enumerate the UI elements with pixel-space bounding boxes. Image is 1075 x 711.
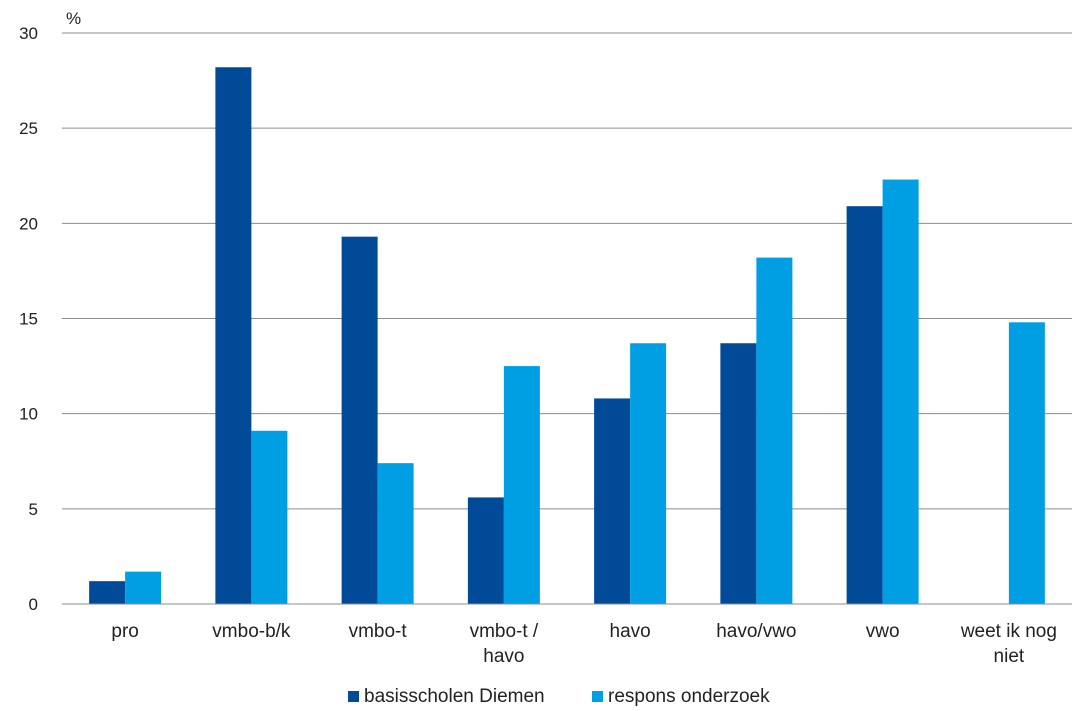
bar	[756, 257, 793, 604]
x-category-label: vwo	[866, 621, 900, 642]
legend-swatch	[592, 691, 603, 702]
bar	[720, 343, 757, 604]
legend-swatch	[348, 691, 359, 702]
bar	[467, 497, 504, 604]
x-category-label: havo/vwo	[716, 621, 796, 642]
y-tick-label: 10	[19, 405, 38, 424]
y-tick-label: 5	[29, 500, 38, 519]
bar	[251, 430, 288, 604]
bar	[503, 366, 540, 604]
y-axis-ticks: 0 5 10 15 20 25 30	[19, 24, 38, 614]
y-tick-label: 20	[19, 214, 38, 233]
bar	[846, 206, 883, 604]
x-category-label: havo	[483, 646, 524, 667]
legend-label: basisscholen Diemen	[364, 686, 545, 707]
x-category-label: vmbo-t /	[470, 621, 539, 642]
x-category-label: vmbo-b/k	[212, 621, 291, 642]
x-category-label: niet	[994, 646, 1025, 667]
bar	[341, 236, 378, 604]
bar	[215, 67, 252, 604]
bar	[630, 343, 667, 604]
x-category-label: pro	[111, 621, 138, 642]
x-category-label: weet ik nog	[960, 621, 1057, 642]
bar	[89, 581, 126, 604]
x-axis-labels: pro vmbo-b/k vmbo-t vmbo-t / havo havo havo/vw…	[111, 621, 1057, 667]
bar	[377, 463, 414, 604]
x-category-label: vmbo-t	[349, 621, 408, 642]
bar	[882, 179, 919, 604]
bar	[594, 398, 631, 604]
bars	[89, 67, 1045, 604]
legend-label: respons onderzoek	[608, 686, 770, 707]
y-axis-unit-label: %	[66, 9, 81, 28]
y-tick-label: 15	[19, 310, 38, 329]
bar	[1008, 322, 1045, 604]
bar	[125, 571, 162, 604]
gridlines	[62, 32, 1072, 510]
y-tick-label: 0	[29, 595, 38, 614]
x-category-label: havo	[610, 621, 651, 642]
y-tick-label: 30	[19, 24, 38, 43]
legend: basisscholen Diemen respons onderzoek	[348, 686, 770, 707]
y-tick-label: 25	[19, 119, 38, 138]
